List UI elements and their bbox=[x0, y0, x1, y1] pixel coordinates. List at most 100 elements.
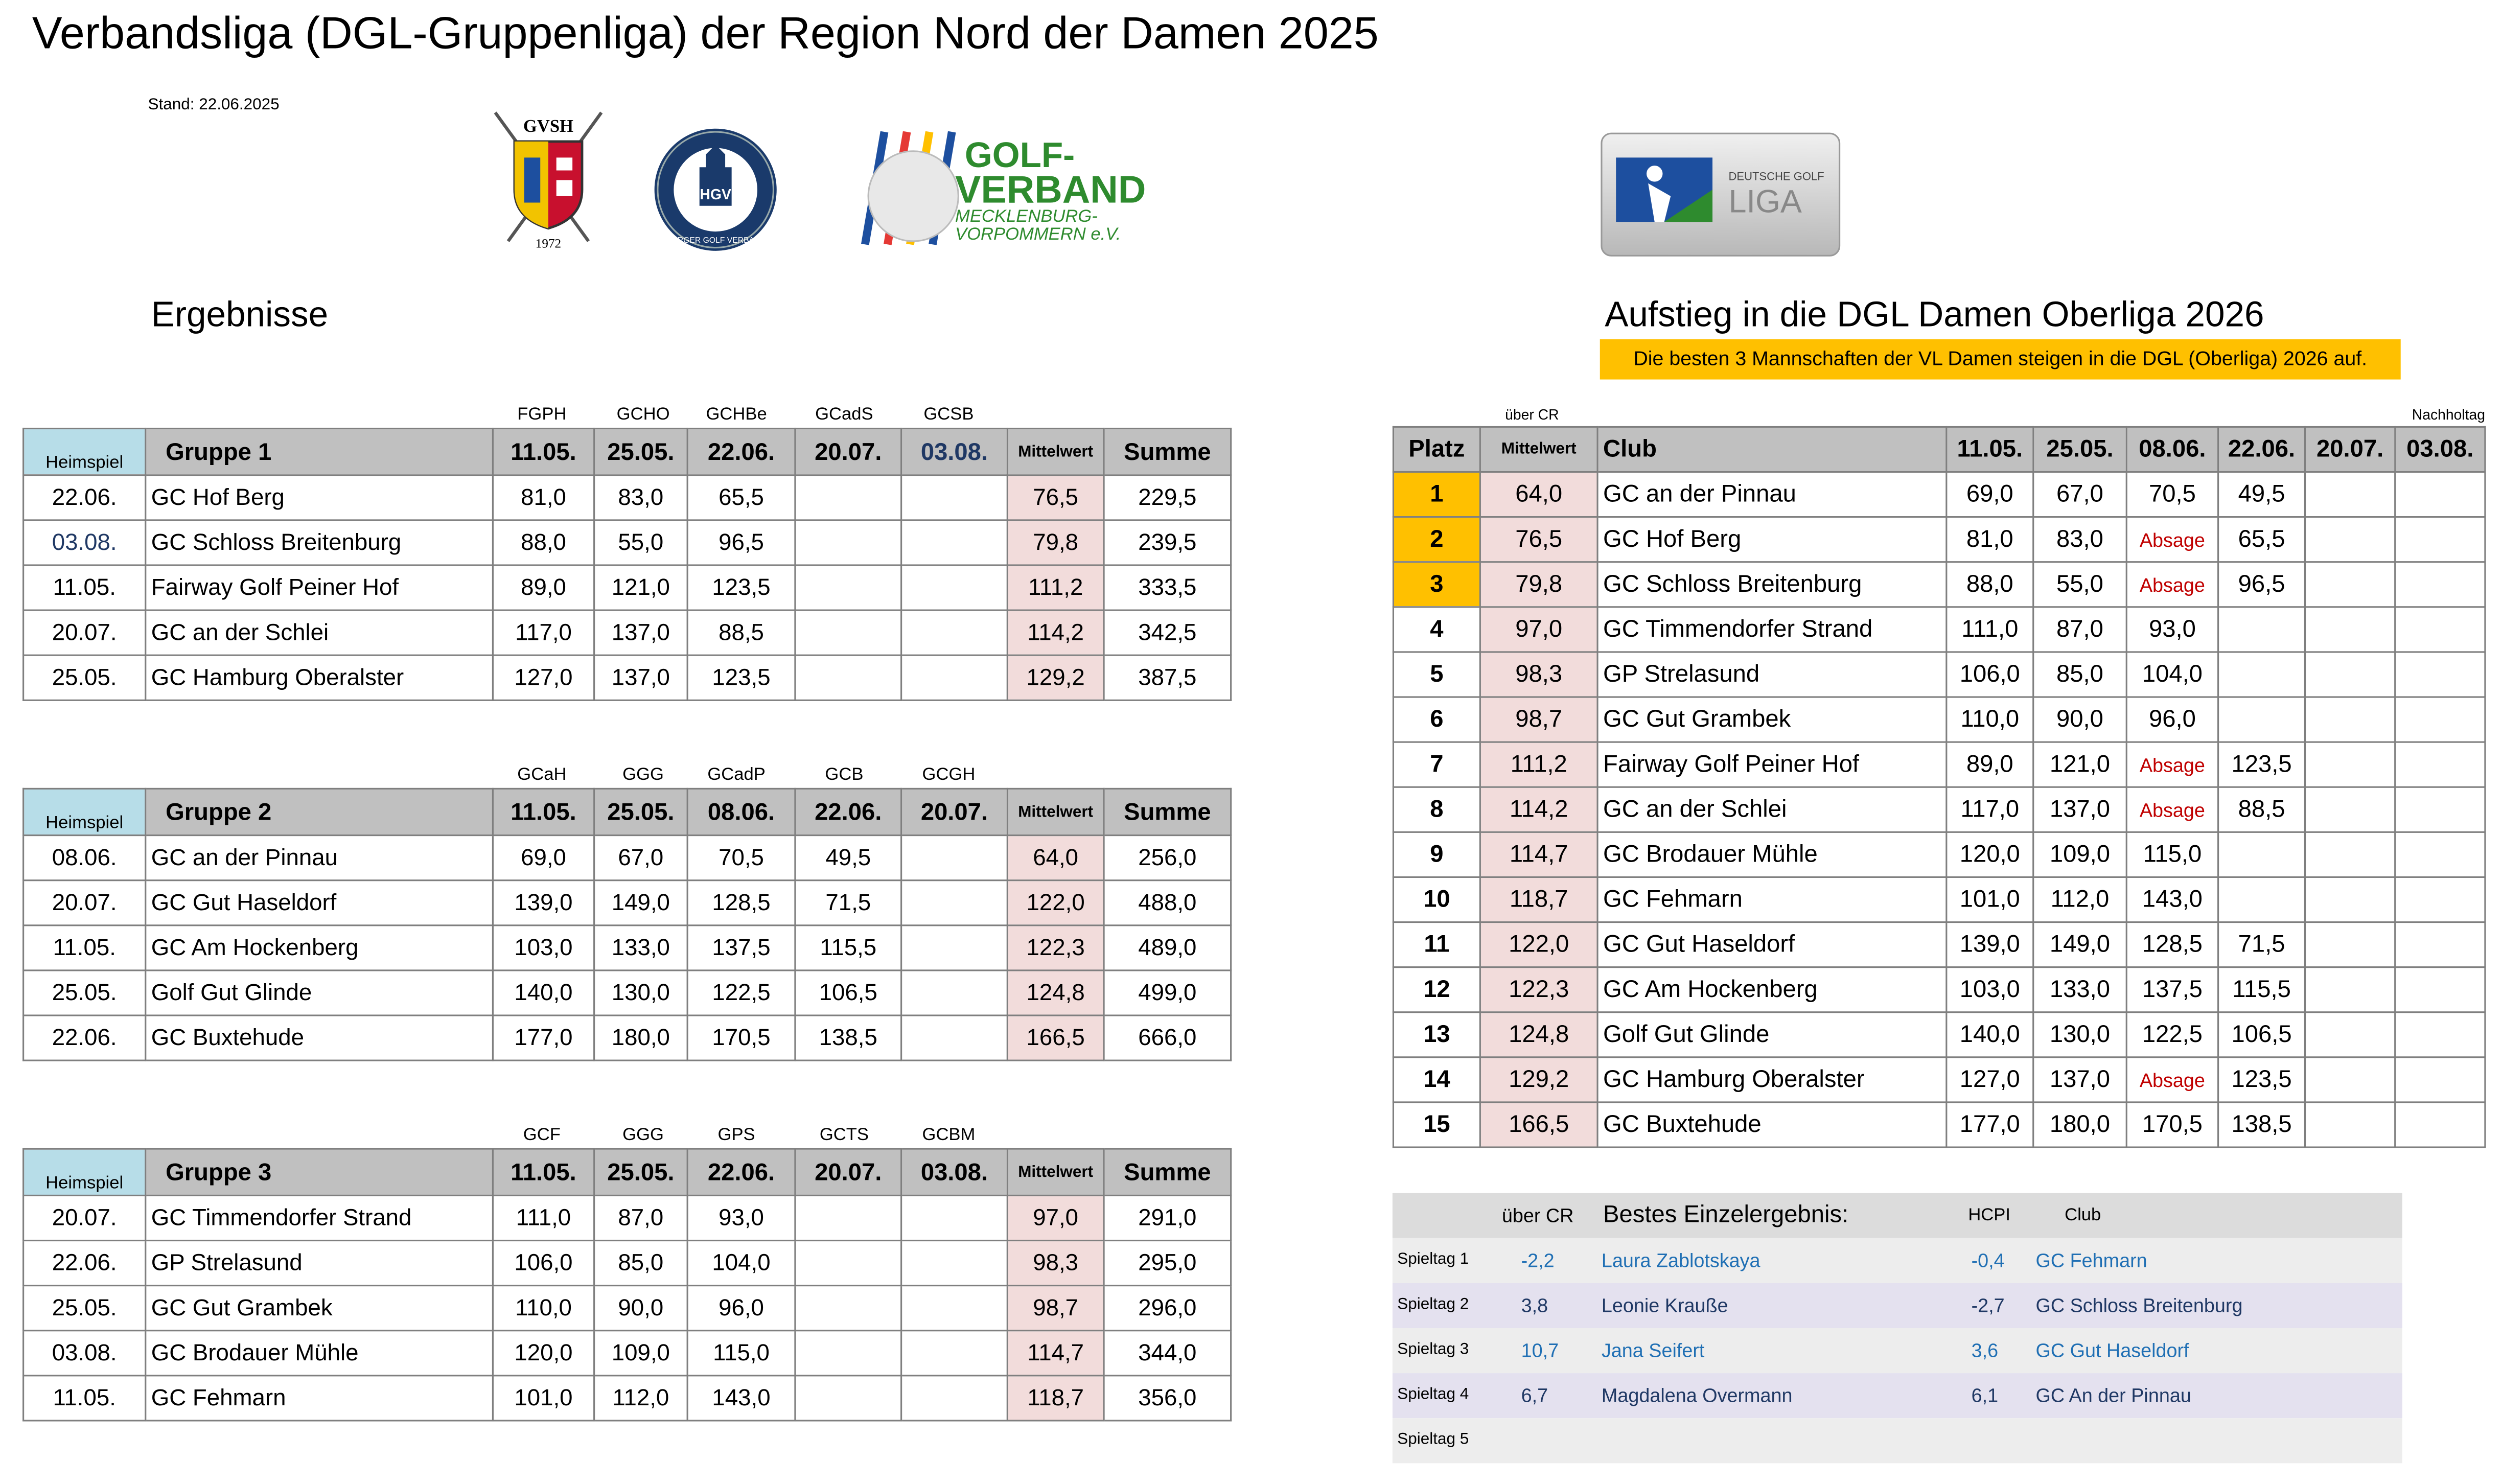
score-cell bbox=[2394, 651, 2486, 698]
score-cell: 115,5 bbox=[794, 924, 902, 971]
score-cell: 87,0 bbox=[593, 1194, 688, 1242]
home-date: 25.05. bbox=[22, 969, 147, 1016]
club-name: Golf Gut Glinde bbox=[145, 969, 494, 1016]
mittelwert-cell: 98,7 bbox=[1006, 1285, 1105, 1332]
score-cell bbox=[2217, 831, 2306, 878]
score-cell: 90,0 bbox=[593, 1285, 688, 1332]
mittelwert-cell: 64,0 bbox=[1479, 471, 1598, 518]
score-cell: 103,0 bbox=[492, 924, 595, 971]
date-header: 03.08. bbox=[900, 1148, 1008, 1196]
mittelwert-cell: 122,0 bbox=[1006, 879, 1105, 926]
ranking-row: 14 129,2 GC Hamburg Oberalster 127,0 137,0 Ab… bbox=[1392, 1056, 2486, 1103]
score-cell bbox=[2217, 876, 2306, 923]
club-code: GGG bbox=[622, 765, 664, 785]
club-code: GCF bbox=[523, 1125, 561, 1145]
group-table: Heimspiel Gruppe 1 11.05. 25.05. 22.06. 20.07… bbox=[22, 427, 1232, 701]
ranking-row: 3 79,8 GC Schloss Breitenburg 88,0 55,0 Absag… bbox=[1392, 561, 2486, 608]
hcpi-label: HCPI bbox=[1968, 1205, 2011, 1225]
score-cell: 87,0 bbox=[2032, 606, 2127, 653]
absage-label: Absage bbox=[2125, 561, 2219, 608]
score-cell: 137,0 bbox=[593, 609, 688, 656]
score-cell bbox=[2304, 561, 2396, 608]
score-cell: 83,0 bbox=[2032, 516, 2127, 563]
club-name: GC An der Pinnau bbox=[2035, 1384, 2191, 1407]
club-code: GCSB bbox=[923, 405, 974, 425]
score-cell: 104,0 bbox=[2125, 651, 2219, 698]
score-cell bbox=[2394, 606, 2486, 653]
score-cell bbox=[900, 879, 1008, 926]
club-name: Fairway Golf Peiner Hof bbox=[145, 564, 494, 611]
date-header: 25.05. bbox=[2032, 426, 2127, 473]
score-cell: 140,0 bbox=[1945, 1011, 2034, 1058]
club-name: GC Timmendorfer Strand bbox=[1596, 606, 1948, 653]
score-cell bbox=[900, 519, 1008, 566]
mittelwert-cell: 122,0 bbox=[1479, 921, 1598, 968]
score-cell: 65,5 bbox=[2217, 516, 2306, 563]
score-cell: 55,0 bbox=[2032, 561, 2127, 608]
score-cell: 103,0 bbox=[1945, 966, 2034, 1013]
club-name: GC an der Pinnau bbox=[1596, 471, 1948, 518]
mv-line3: MECKLENBURG- bbox=[955, 206, 1098, 226]
score-cell: 109,0 bbox=[593, 1330, 688, 1377]
score-cell: 137,5 bbox=[686, 924, 796, 971]
score-cell bbox=[900, 1239, 1008, 1287]
player-name: Magdalena Overmann bbox=[1601, 1384, 1793, 1407]
score-cell: 111,0 bbox=[1945, 606, 2034, 653]
score-cell: 81,0 bbox=[1945, 516, 2034, 563]
mv-line2: VERBAND bbox=[955, 168, 1146, 211]
cr-value: 6,7 bbox=[1521, 1384, 1548, 1407]
score-cell: 149,0 bbox=[593, 879, 688, 926]
club-name: Fairway Golf Peiner Hof bbox=[1596, 741, 1948, 788]
club-name: GC Brodauer Mühle bbox=[145, 1330, 494, 1377]
score-cell: 138,5 bbox=[2217, 1101, 2306, 1148]
score-cell: 88,5 bbox=[686, 609, 796, 656]
score-cell: 122,5 bbox=[686, 969, 796, 1016]
score-cell bbox=[2304, 831, 2396, 878]
score-cell: 70,5 bbox=[2125, 471, 2219, 518]
summe-cell: 229,5 bbox=[1103, 474, 1232, 521]
ranking-row: 4 97,0 GC Timmendorfer Strand 111,0 87,0 93,0 bbox=[1392, 606, 2486, 653]
score-cell: 115,0 bbox=[686, 1330, 796, 1377]
club-name: GC Gut Haseldorf bbox=[1596, 921, 1948, 968]
score-cell bbox=[900, 834, 1008, 882]
club-name: GP Strelasund bbox=[1596, 651, 1948, 698]
date-header: 25.05. bbox=[593, 787, 688, 837]
score-cell: 140,0 bbox=[492, 969, 595, 1016]
score-cell: 49,5 bbox=[794, 834, 902, 882]
score-cell: 120,0 bbox=[492, 1330, 595, 1377]
date-header: 25.05. bbox=[593, 1148, 688, 1196]
score-cell bbox=[2394, 1011, 2486, 1058]
absage-label: Absage bbox=[2125, 741, 2219, 788]
score-cell: 49,5 bbox=[2217, 471, 2306, 518]
score-cell: 90,0 bbox=[2032, 696, 2127, 743]
mittelwert-cell: 98,7 bbox=[1479, 696, 1598, 743]
best-row: Spieltag 3 10,7 Jana Seifert 3,6 GC Gut Hase… bbox=[1392, 1328, 2402, 1374]
hcpi-value: -0,4 bbox=[1971, 1249, 2005, 1272]
score-cell: 106,5 bbox=[2217, 1011, 2306, 1058]
score-cell: 128,5 bbox=[686, 879, 796, 926]
date-header: 03.08. bbox=[900, 427, 1008, 476]
platz-cell: 7 bbox=[1392, 741, 1481, 788]
score-cell bbox=[2217, 696, 2306, 743]
ranking-row: 1 64,0 GC an der Pinnau 69,0 67,0 70,5 49,5 bbox=[1392, 471, 2486, 518]
summe-cell: 356,0 bbox=[1103, 1375, 1232, 1422]
ranking-row: 11 122,0 GC Gut Haseldorf 139,0 149,0 128,5 71… bbox=[1392, 921, 2486, 968]
score-cell: 101,0 bbox=[492, 1375, 595, 1422]
score-cell bbox=[794, 564, 902, 611]
mittelwert-cell: 79,8 bbox=[1006, 519, 1105, 566]
score-cell bbox=[794, 609, 902, 656]
date-header: 11.05. bbox=[492, 427, 595, 476]
spieltag-label: Spieltag 2 bbox=[1397, 1296, 1469, 1314]
summe-cell: 333,5 bbox=[1103, 564, 1232, 611]
best-row: Spieltag 1 -2,2 Laura Zablotskaya -0,4 GC Fe… bbox=[1392, 1238, 2402, 1283]
score-cell bbox=[900, 1375, 1008, 1422]
score-cell: 128,5 bbox=[2125, 921, 2219, 968]
mittelwert-cell: 111,2 bbox=[1479, 741, 1598, 788]
score-cell: 96,0 bbox=[686, 1285, 796, 1332]
mittelwert-cell: 118,7 bbox=[1006, 1375, 1105, 1422]
mittelwert-cell: 98,3 bbox=[1479, 651, 1598, 698]
heimspiel-header: Heimspiel bbox=[22, 1148, 147, 1196]
aufstieg-heading: Aufstieg in die DGL Damen Oberliga 2026 bbox=[1605, 294, 2264, 335]
summe-cell: 296,0 bbox=[1103, 1285, 1232, 1332]
platz-cell: 5 bbox=[1392, 651, 1481, 698]
